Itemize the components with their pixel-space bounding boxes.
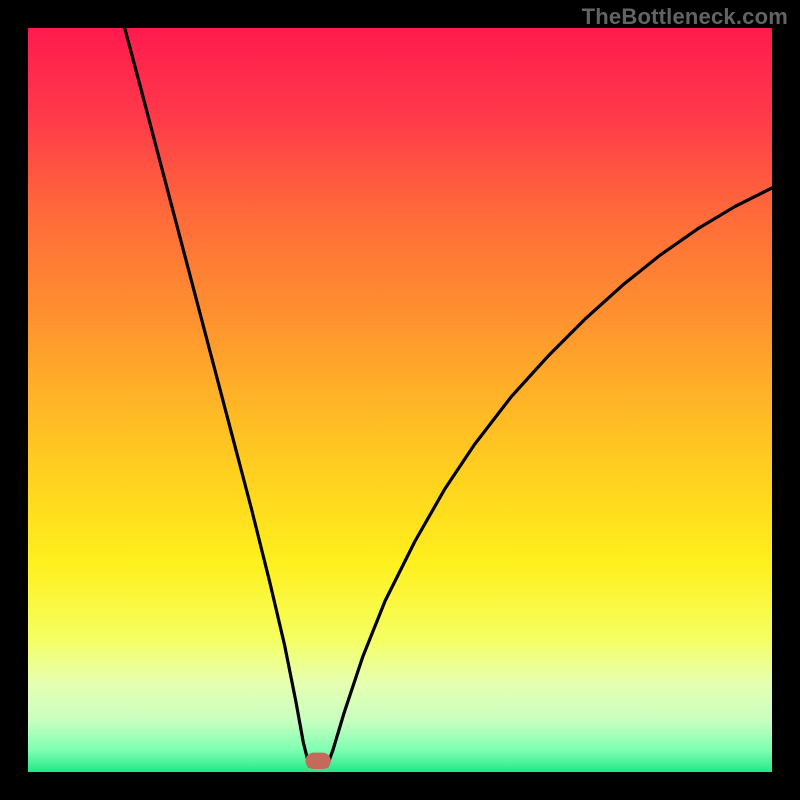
bottleneck-chart-svg bbox=[0, 0, 800, 800]
chart-stage: TheBottleneck.com bbox=[0, 0, 800, 800]
minimum-marker bbox=[306, 753, 331, 769]
chart-background bbox=[28, 28, 772, 772]
watermark-text: TheBottleneck.com bbox=[582, 4, 788, 30]
